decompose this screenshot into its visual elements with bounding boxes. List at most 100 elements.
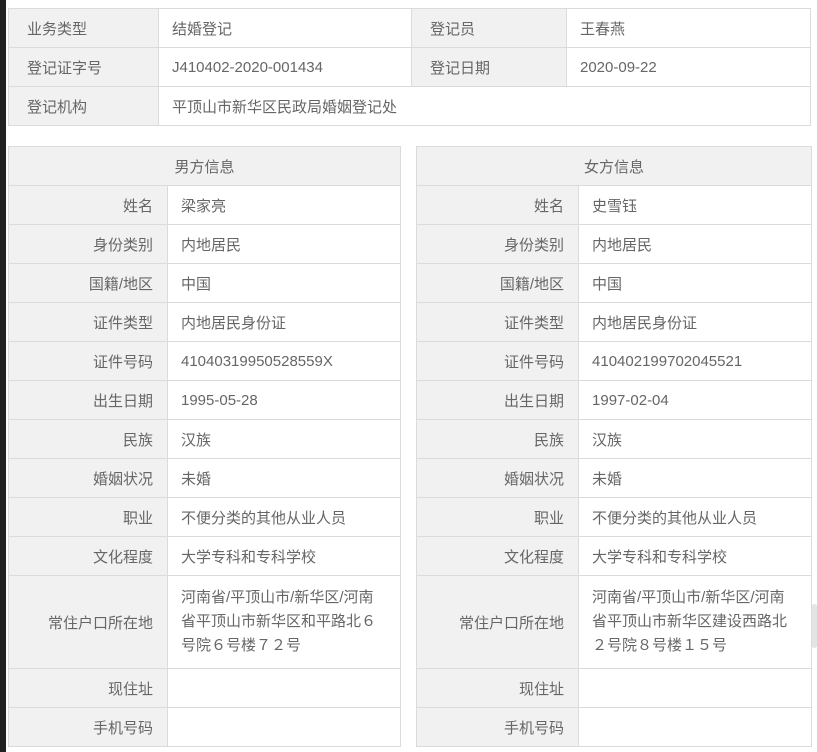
field-value: 41040319950528559X bbox=[166, 341, 402, 381]
field-value: 中国 bbox=[578, 263, 813, 303]
field-value: 不便分类的其他从业人员 bbox=[166, 497, 402, 537]
table-row: 身份类别 内地居民 bbox=[8, 224, 402, 264]
table-row: 姓名 史雪钰 bbox=[416, 185, 813, 225]
table-row: 婚姻状况 未婚 bbox=[8, 458, 402, 498]
field-value bbox=[166, 707, 402, 747]
marriage-registration-record: 业务类型 结婚登记 登记员 王春燕 登记证字号 J410402-2020-001… bbox=[7, 8, 813, 747]
field-label: 文化程度 bbox=[8, 536, 168, 576]
field-label: 身份类别 bbox=[416, 224, 580, 264]
table-row: 登记证字号 J410402-2020-001434 登记日期 2020-09-2… bbox=[8, 47, 811, 87]
business-type-value: 结婚登记 bbox=[158, 8, 412, 48]
field-label: 身份类别 bbox=[8, 224, 168, 264]
table-row: 职业 不便分类的其他从业人员 bbox=[416, 497, 813, 537]
table-row: 国籍/地区 中国 bbox=[416, 263, 813, 303]
table-row: 证件号码 410402199702045521 bbox=[416, 341, 813, 381]
field-value: 梁家亮 bbox=[166, 185, 402, 225]
registrar-label: 登记员 bbox=[411, 8, 567, 48]
table-row: 国籍/地区 中国 bbox=[8, 263, 402, 303]
field-label: 出生日期 bbox=[8, 380, 168, 420]
table-row: 常住户口所在地 河南省/平顶山市/新华区/河南省平顶山市新华区和平路北６号院６号… bbox=[8, 575, 402, 669]
scrollbar-thumb[interactable] bbox=[812, 604, 817, 648]
field-value: 大学专科和专科学校 bbox=[578, 536, 813, 576]
field-label: 婚姻状况 bbox=[8, 458, 168, 498]
table-row: 证件类型 内地居民身份证 bbox=[8, 302, 402, 342]
table-row: 业务类型 结婚登记 登记员 王春燕 bbox=[8, 8, 811, 48]
field-label: 常住户口所在地 bbox=[8, 575, 168, 669]
field-value: 内地居民 bbox=[578, 224, 813, 264]
field-value: 河南省/平顶山市/新华区/河南省平顶山市新华区和平路北６号院６号楼７２号 bbox=[166, 575, 402, 669]
field-label: 姓名 bbox=[416, 185, 580, 225]
table-row: 女方信息 bbox=[416, 146, 813, 186]
table-row: 民族 汉族 bbox=[416, 419, 813, 459]
registration-date-label: 登记日期 bbox=[411, 47, 567, 87]
field-label: 职业 bbox=[416, 497, 580, 537]
registrar-value: 王春燕 bbox=[566, 8, 811, 48]
field-label: 证件类型 bbox=[416, 302, 580, 342]
registration-date-value: 2020-09-22 bbox=[566, 47, 811, 87]
table-row: 身份类别 内地居民 bbox=[416, 224, 813, 264]
field-value: 未婚 bbox=[166, 458, 402, 498]
male-info-table: 男方信息 姓名 梁家亮 身份类别 内地居民 国籍/地区 中国 证件类型 内地居民… bbox=[7, 146, 402, 747]
field-value: 大学专科和专科学校 bbox=[166, 536, 402, 576]
certificate-number-value: J410402-2020-001434 bbox=[158, 47, 412, 87]
field-label: 现住址 bbox=[416, 668, 580, 708]
table-row: 常住户口所在地 河南省/平顶山市/新华区/河南省平顶山市新华区建设西路北２号院８… bbox=[416, 575, 813, 669]
male-info-header: 男方信息 bbox=[7, 146, 402, 186]
field-label: 手机号码 bbox=[8, 707, 168, 747]
field-label: 现住址 bbox=[8, 668, 168, 708]
field-label: 民族 bbox=[8, 419, 168, 459]
field-label: 婚姻状况 bbox=[416, 458, 580, 498]
field-label: 国籍/地区 bbox=[416, 263, 580, 303]
field-value: 汉族 bbox=[578, 419, 813, 459]
field-value: 410402199702045521 bbox=[578, 341, 813, 381]
field-label: 证件号码 bbox=[8, 341, 168, 381]
business-type-label: 业务类型 bbox=[8, 8, 159, 48]
field-label: 手机号码 bbox=[416, 707, 580, 747]
field-value: 1995-05-28 bbox=[166, 380, 402, 420]
field-value: 中国 bbox=[166, 263, 402, 303]
table-row: 出生日期 1995-05-28 bbox=[8, 380, 402, 420]
person-tables-row: 男方信息 姓名 梁家亮 身份类别 内地居民 国籍/地区 中国 证件类型 内地居民… bbox=[7, 146, 813, 747]
left-edge-strip bbox=[0, 0, 6, 752]
table-row: 民族 汉族 bbox=[8, 419, 402, 459]
female-info-header: 女方信息 bbox=[416, 146, 813, 186]
field-label: 常住户口所在地 bbox=[416, 575, 580, 669]
registration-agency-value: 平顶山市新华区民政局婚姻登记处 bbox=[158, 86, 811, 126]
table-row: 婚姻状况 未婚 bbox=[416, 458, 813, 498]
field-value bbox=[166, 668, 402, 708]
field-value: 未婚 bbox=[578, 458, 813, 498]
table-row: 文化程度 大学专科和专科学校 bbox=[8, 536, 402, 576]
field-value: 1997-02-04 bbox=[578, 380, 813, 420]
field-value bbox=[578, 707, 813, 747]
female-info-table: 女方信息 姓名 史雪钰 身份类别 内地居民 国籍/地区 中国 证件类型 内地居民… bbox=[416, 146, 813, 747]
field-label: 证件号码 bbox=[416, 341, 580, 381]
table-row: 现住址 bbox=[8, 668, 402, 708]
table-row: 职业 不便分类的其他从业人员 bbox=[8, 497, 402, 537]
field-value: 汉族 bbox=[166, 419, 402, 459]
table-row: 男方信息 bbox=[7, 146, 402, 186]
field-label: 国籍/地区 bbox=[8, 263, 168, 303]
registration-agency-label: 登记机构 bbox=[8, 86, 159, 126]
table-row: 证件号码 41040319950528559X bbox=[8, 341, 402, 381]
field-label: 证件类型 bbox=[8, 302, 168, 342]
field-value: 史雪钰 bbox=[578, 185, 813, 225]
field-value: 内地居民 bbox=[166, 224, 402, 264]
table-row: 姓名 梁家亮 bbox=[8, 185, 402, 225]
field-value bbox=[578, 668, 813, 708]
table-row: 现住址 bbox=[416, 668, 813, 708]
field-value: 内地居民身份证 bbox=[578, 302, 813, 342]
field-value: 河南省/平顶山市/新华区/河南省平顶山市新华区建设西路北２号院８号楼１５号 bbox=[578, 575, 813, 669]
field-value: 内地居民身份证 bbox=[166, 302, 402, 342]
table-row: 手机号码 bbox=[416, 707, 813, 747]
field-label: 姓名 bbox=[8, 185, 168, 225]
table-row: 手机号码 bbox=[8, 707, 402, 747]
field-value: 不便分类的其他从业人员 bbox=[578, 497, 813, 537]
table-row: 证件类型 内地居民身份证 bbox=[416, 302, 813, 342]
field-label: 职业 bbox=[8, 497, 168, 537]
field-label: 文化程度 bbox=[416, 536, 580, 576]
certificate-number-label: 登记证字号 bbox=[8, 47, 159, 87]
field-label: 民族 bbox=[416, 419, 580, 459]
field-label: 出生日期 bbox=[416, 380, 580, 420]
table-row: 出生日期 1997-02-04 bbox=[416, 380, 813, 420]
table-row: 登记机构 平顶山市新华区民政局婚姻登记处 bbox=[8, 86, 811, 126]
